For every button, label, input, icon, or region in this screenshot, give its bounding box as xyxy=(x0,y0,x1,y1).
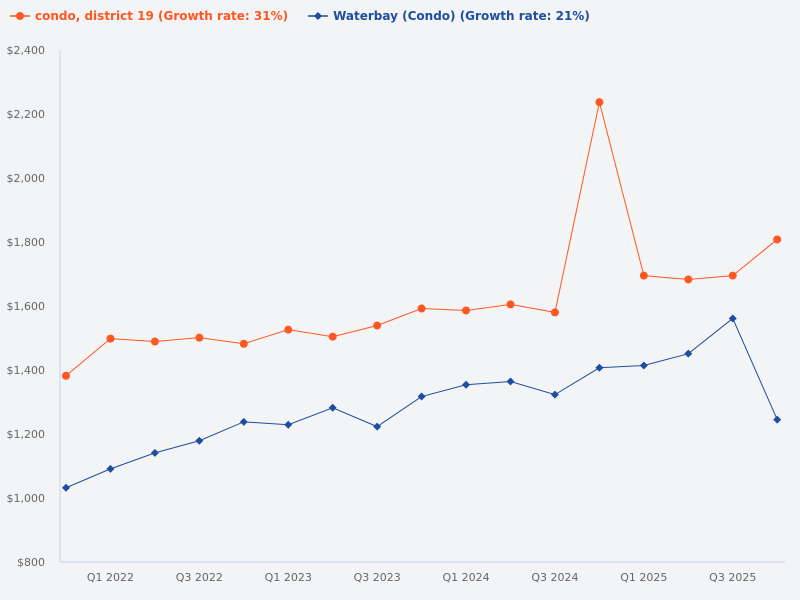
x-tick-label: Q3 2024 xyxy=(531,571,578,584)
legend-label: condo, district 19 (Growth rate: 31%) xyxy=(35,9,289,23)
x-tick-label: Q3 2025 xyxy=(709,571,756,584)
x-tick-label: Q3 2022 xyxy=(176,571,223,584)
data-point xyxy=(106,334,115,343)
diamond-marker-icon xyxy=(308,12,329,20)
circle-marker-icon xyxy=(10,12,30,20)
x-tick-label: Q1 2025 xyxy=(620,571,667,584)
data-point xyxy=(373,422,382,431)
legend: condo, district 19 (Growth rate: 31%) Wa… xyxy=(10,9,590,23)
y-tick-label: $1,000 xyxy=(7,492,46,505)
data-point xyxy=(106,464,115,473)
data-point xyxy=(239,417,248,426)
data-point xyxy=(550,390,559,399)
data-point xyxy=(462,306,471,315)
data-point xyxy=(684,275,693,284)
x-tick-label: Q1 2023 xyxy=(265,571,312,584)
data-point xyxy=(328,403,337,412)
data-point xyxy=(728,314,737,323)
data-point xyxy=(62,483,70,492)
data-point xyxy=(417,392,426,401)
data-point xyxy=(328,332,337,341)
data-point xyxy=(150,448,159,457)
data-point xyxy=(62,371,70,380)
y-tick-label: $1,200 xyxy=(7,428,46,441)
y-tick-label: $2,200 xyxy=(7,108,46,121)
y-tick-label: $1,400 xyxy=(7,364,46,377)
data-point xyxy=(595,363,604,372)
data-point xyxy=(150,337,159,346)
y-tick-label: $1,800 xyxy=(7,236,46,249)
x-tick-label: Q3 2023 xyxy=(354,571,401,584)
data-point xyxy=(417,304,426,313)
data-point xyxy=(639,271,648,280)
y-tick-label: $800 xyxy=(17,556,45,569)
data-point xyxy=(506,377,515,386)
data-point xyxy=(284,420,293,429)
data-point xyxy=(728,271,737,280)
y-tick-label: $2,000 xyxy=(7,172,46,185)
data-point xyxy=(595,98,604,107)
data-point xyxy=(773,235,782,244)
y-tick-label: $1,600 xyxy=(7,300,46,313)
data-point xyxy=(639,361,648,370)
data-point xyxy=(195,333,204,342)
y-tick-label: $2,400 xyxy=(7,44,46,57)
x-tick-label: Q1 2024 xyxy=(442,571,489,584)
data-point xyxy=(773,415,782,424)
series-line-0 xyxy=(65,102,778,377)
legend-item-waterbay[interactable]: Waterbay (Condo) (Growth rate: 21%) xyxy=(308,9,590,23)
series-line-1 xyxy=(65,317,778,489)
data-point xyxy=(684,349,693,358)
x-tick-label: Q1 2022 xyxy=(87,571,134,584)
data-point xyxy=(239,339,248,348)
data-point xyxy=(550,308,559,317)
data-point xyxy=(462,380,471,389)
legend-item-condo-district-19[interactable]: condo, district 19 (Growth rate: 31%) xyxy=(10,9,288,23)
data-point xyxy=(506,300,515,309)
data-point xyxy=(284,325,293,334)
data-point xyxy=(373,321,382,330)
data-point xyxy=(195,436,204,445)
legend-label: Waterbay (Condo) (Growth rate: 21%) xyxy=(333,9,590,23)
